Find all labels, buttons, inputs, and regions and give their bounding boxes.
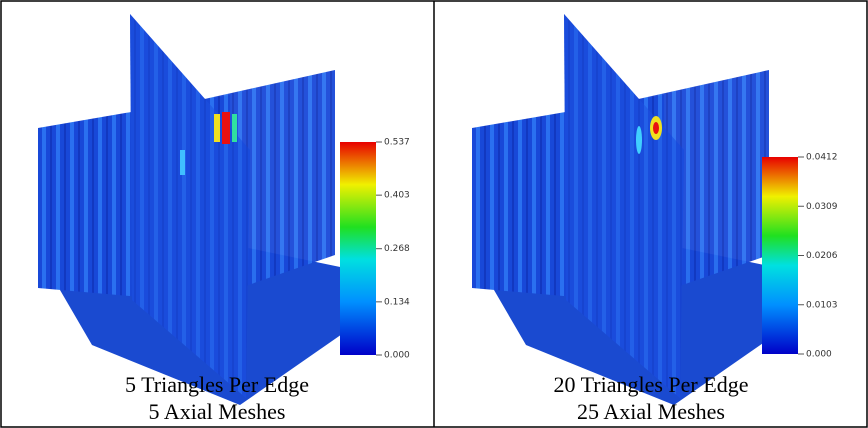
colorbar-1: 0.000 0.134 0.268 0.403 0.537 <box>340 138 410 361</box>
caption: 5 Triangles Per Edge <box>125 372 309 397</box>
tick-label: 0.403 <box>384 191 410 201</box>
tick-label: 0.0206 <box>806 251 838 261</box>
caption: 25 Axial Meshes <box>577 399 725 424</box>
caption: 20 Triangles Per Edge <box>554 372 749 397</box>
tick-label: 0.268 <box>384 244 410 254</box>
tick-label: 0.537 <box>384 138 410 148</box>
caption: 5 Axial Meshes <box>149 399 286 424</box>
colorbar-2: 0.000 0.0103 0.0206 0.0309 0.0412 <box>762 153 838 360</box>
colorbar <box>762 157 798 354</box>
tick-label: 0.0412 <box>806 153 838 163</box>
tick-label: 0.0309 <box>806 202 838 212</box>
render-2 <box>472 14 779 405</box>
tick-label: 0.0103 <box>806 300 838 310</box>
tick-label: 0.000 <box>806 350 832 360</box>
colorbar <box>340 142 376 355</box>
tick-label: 0.134 <box>384 297 410 307</box>
tick-label: 0.000 <box>384 351 410 361</box>
figure: 0.0000.1340.2680.4030.537 0.0000.01030.0… <box>0 0 868 428</box>
render-1 <box>38 14 345 405</box>
